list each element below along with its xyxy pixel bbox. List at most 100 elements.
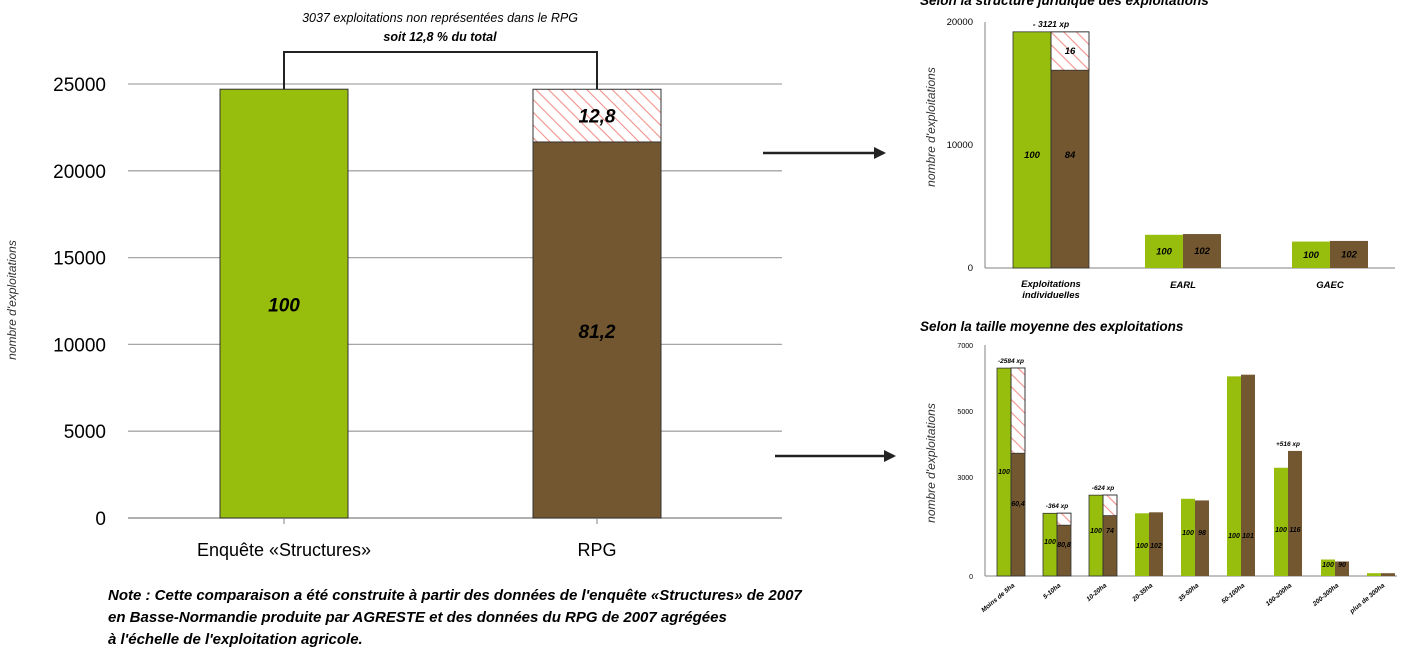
x-tick-label: RPG xyxy=(577,540,616,560)
rpg-value-label: 116 xyxy=(1289,527,1300,534)
x-tick-label: 5-10ha xyxy=(1042,582,1063,601)
bar-enquete xyxy=(1321,559,1335,576)
farm-size-chart-title: Selon la taille moyenne des exploitation… xyxy=(920,319,1184,334)
legal-structure-ylabel: nombre d'exploitations xyxy=(924,67,938,187)
bar-enquete xyxy=(1089,495,1103,576)
enquete-value-label: 100 xyxy=(1275,527,1287,534)
y-tick-label: 7000 xyxy=(957,343,973,350)
missing-value-label: 16 xyxy=(1065,46,1076,57)
bar-enquete xyxy=(1227,376,1241,576)
bar-rpg xyxy=(1057,525,1071,576)
y-tick-label: 15000 xyxy=(53,249,106,270)
x-tick-label: plus de 300ha xyxy=(1348,582,1386,616)
bar-enquete xyxy=(1043,513,1057,576)
rpg-value-label: 102 xyxy=(1194,246,1211,257)
y-tick-label: 0 xyxy=(968,263,973,274)
legal-structure-chart-title: Selon la structure juridique des exploit… xyxy=(920,0,1209,8)
bar-enquete xyxy=(1367,573,1381,576)
bar-outline xyxy=(1012,31,1052,269)
bar-enquete xyxy=(1292,241,1330,268)
rpg-value-label: 84 xyxy=(1065,150,1076,161)
y-tick-label: 20000 xyxy=(53,162,106,183)
rpg-value-label: 90 xyxy=(1338,562,1346,569)
missing-value-label: 12,8 xyxy=(579,107,616,128)
bar-outline xyxy=(1088,494,1104,577)
bracket-annotation-line2: soit 12,8 % du total xyxy=(383,30,497,44)
x-tick-label: 20-35ha xyxy=(1130,582,1154,604)
y-tick-label: 25000 xyxy=(53,75,106,96)
y-tick-label: 5000 xyxy=(64,422,106,443)
rpg-value-label: 101 xyxy=(1242,533,1254,540)
note-line-1: Note : Cette comparaison a été construit… xyxy=(108,587,802,604)
bar-rpg xyxy=(1103,515,1117,576)
bar-missing-hatched xyxy=(1010,367,1026,454)
note-line-2: en Basse-Normandie produite par AGRESTE … xyxy=(108,609,727,626)
main-ylabel: nombre d'exploitations xyxy=(5,240,19,360)
x-tick-label: individuelles xyxy=(1022,290,1080,301)
y-tick-label: 3000 xyxy=(957,475,973,482)
bar-rpg xyxy=(1381,573,1395,576)
bar-rpg xyxy=(1195,500,1209,576)
x-tick-label: Exploitations xyxy=(1021,279,1081,290)
bar-outline xyxy=(1042,512,1058,577)
bar-rpg xyxy=(1330,240,1368,268)
y-tick-label: 5000 xyxy=(957,409,973,416)
enquete-value-label: 100 xyxy=(1182,530,1194,537)
enquete-value-label: 100 xyxy=(1044,539,1056,546)
bar-rpg xyxy=(532,141,662,519)
bar-enquete xyxy=(219,88,349,519)
enquete-value-label: 100 xyxy=(1228,533,1240,540)
bar-enquete xyxy=(1145,234,1183,268)
bar-enquete xyxy=(1274,467,1288,576)
enquete-value-label: 100 xyxy=(1303,250,1320,261)
x-tick-label: 100-200ha xyxy=(1265,582,1294,608)
y-tick-label: 20000 xyxy=(947,17,973,28)
difference-label: -364 xp xyxy=(1046,503,1068,510)
rpg-value-label: 98 xyxy=(1198,530,1206,537)
bar-outline xyxy=(996,367,1012,577)
bar-enquete xyxy=(1181,498,1195,576)
bracket-annotation-line1: 3037 exploitations non représentées dans… xyxy=(302,11,578,25)
bar-rpg xyxy=(1051,70,1089,268)
x-tick-label: GAEC xyxy=(1316,280,1344,291)
x-tick-label: 200-300ha xyxy=(1311,582,1341,608)
bar-missing-hatched xyxy=(1056,512,1072,526)
y-tick-label: 0 xyxy=(95,509,106,530)
x-tick-label: Enquête «Structures» xyxy=(197,540,371,560)
x-tick-label: 35-50ha xyxy=(1177,582,1200,603)
rpg-value-label: 102 xyxy=(1150,543,1162,550)
bracket xyxy=(283,51,598,90)
bar-missing-hatched xyxy=(1102,494,1118,517)
x-tick-label: Moins de 5ha xyxy=(980,582,1016,614)
rpg-value-label: 102 xyxy=(1341,249,1358,260)
rpg-value-label: 60,4 xyxy=(1011,501,1025,508)
y-tick-label: 0 xyxy=(969,574,973,581)
note-line-3: à l'échelle de l'exploitation agricole. xyxy=(108,631,363,648)
difference-label: -624 xp xyxy=(1092,485,1114,492)
bar-rpg xyxy=(1241,374,1255,576)
bar-value-label: 100 xyxy=(268,296,300,317)
difference-label: +516 xp xyxy=(1276,441,1300,448)
difference-label: -2584 xp xyxy=(998,358,1024,365)
main-bar-chart: 0 5000 10000 15000 20000 25000 100 Enquête «Str… xyxy=(53,51,782,560)
rpg-value-label: 74 xyxy=(1106,528,1114,535)
farm-size-ylabel: nombre d'exploitations xyxy=(924,403,938,523)
bar-rpg xyxy=(1288,450,1302,576)
difference-label: - 3121 xp xyxy=(1033,19,1069,29)
bar-value-label: 81,2 xyxy=(579,322,616,343)
bar-rpg xyxy=(1335,561,1349,576)
x-tick-label: 10-20ha xyxy=(1085,582,1108,603)
x-tick-label: 50-100ha xyxy=(1220,582,1246,605)
bar-rpg xyxy=(1149,512,1163,576)
enquete-value-label: 100 xyxy=(1136,543,1148,550)
enquete-value-label: 100 xyxy=(1090,528,1102,535)
enquete-value-label: 100 xyxy=(1156,246,1173,257)
bar-rpg xyxy=(1011,453,1025,576)
bar-enquete xyxy=(997,368,1011,576)
bar-rpg xyxy=(1183,234,1221,268)
bar-missing-hatched xyxy=(532,88,662,143)
x-tick-label: EARL xyxy=(1170,280,1196,291)
y-tick-label: 10000 xyxy=(53,335,106,356)
legal-structure-chart: 0 10000 20000 100 84 16 - 3121 xp Exploitations… xyxy=(947,17,1395,301)
